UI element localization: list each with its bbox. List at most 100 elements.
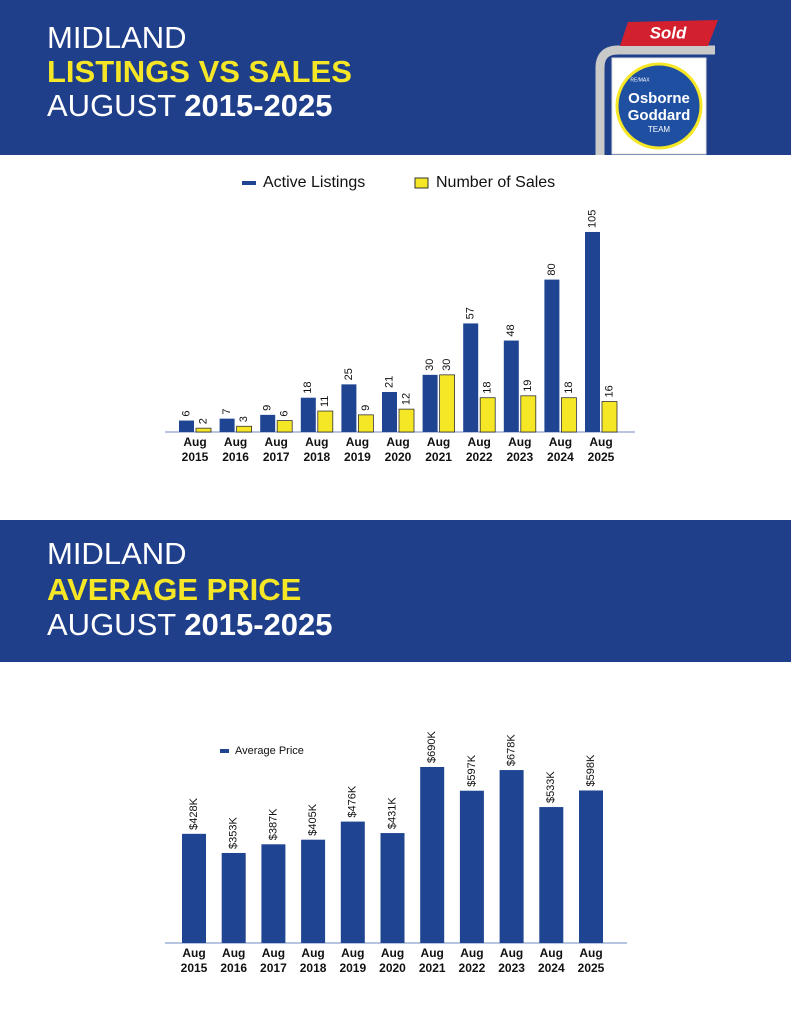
x-tick-label: 2017 [260, 961, 287, 975]
x-tick-label: 2020 [385, 450, 412, 464]
logo-circle [615, 62, 703, 150]
bar [539, 807, 564, 943]
data-label: 7 [221, 409, 233, 415]
x-tick-label: Aug [540, 946, 563, 960]
x-tick-label: 2019 [344, 450, 371, 464]
x-tick-label: 2024 [547, 450, 574, 464]
bar [357, 414, 374, 433]
bar [520, 395, 537, 433]
bar [340, 821, 365, 943]
bar [221, 852, 246, 943]
data-label: 16 [603, 385, 615, 397]
x-tick-label: 2025 [588, 450, 615, 464]
bar [380, 833, 405, 943]
x-tick-label: Aug [262, 946, 285, 960]
bar [544, 279, 560, 432]
x-tick-label: Aug [589, 435, 612, 449]
period: AUGUST [47, 88, 176, 123]
x-tick-label: Aug [500, 946, 523, 960]
x-tick-label: Aug [183, 435, 206, 449]
data-label: 6 [279, 410, 291, 416]
sold-sign [620, 20, 718, 46]
x-tick-label: Aug [508, 435, 531, 449]
bar [179, 420, 194, 432]
bar [260, 414, 276, 432]
bar [341, 384, 357, 432]
brand: RE/MAX [630, 77, 650, 83]
x-tick-label: Aug [265, 435, 288, 449]
data-label: 80 [546, 263, 558, 275]
data-label: 18 [563, 381, 575, 393]
years: 2015-2025 [184, 607, 332, 642]
bar [503, 340, 519, 432]
data-label: 25 [343, 368, 355, 380]
x-tick-label: Aug [222, 946, 245, 960]
x-tick-label: 2022 [459, 961, 486, 975]
data-label: 19 [522, 380, 534, 392]
bar [579, 790, 603, 943]
legend-label: Active Listings [263, 174, 365, 191]
data-label: $533K [545, 771, 557, 803]
legend-label: Number of Sales [436, 174, 555, 191]
bar [195, 427, 212, 433]
title-highlight: LISTINGS VS SALES [47, 54, 352, 89]
bar [601, 401, 618, 433]
title-line: MIDLAND [47, 536, 187, 571]
data-label: $476K [347, 785, 359, 817]
x-tick-label: Aug [301, 946, 324, 960]
data-label: $598K [585, 754, 597, 786]
x-tick-label: Aug [341, 946, 364, 960]
x-tick-label: Aug [381, 946, 404, 960]
bar [499, 770, 524, 943]
data-label: 12 [400, 393, 412, 405]
years: 2015-2025 [184, 88, 332, 123]
sign-post [595, 45, 715, 155]
data-label: 9 [262, 405, 274, 411]
x-tick-label: 2015 [181, 961, 208, 975]
x-tick-label: 2016 [220, 961, 247, 975]
x-tick-label: 2021 [419, 961, 446, 975]
x-tick-label: Aug [182, 946, 205, 960]
bar [585, 231, 600, 432]
legend-swatch [414, 177, 429, 189]
data-label: $387K [267, 808, 279, 840]
x-tick-label: Aug [421, 946, 444, 960]
x-tick-label: 2024 [538, 961, 565, 975]
x-tick-label: 2023 [498, 961, 525, 975]
bar [300, 397, 316, 432]
title-line: MIDLAND [47, 20, 187, 55]
x-tick-label: 2019 [339, 961, 366, 975]
data-label: $431K [386, 797, 398, 829]
x-tick-label: 2017 [263, 450, 290, 464]
data-label: $428K [188, 797, 200, 829]
bar [182, 833, 206, 943]
data-label: 30 [424, 359, 436, 371]
x-tick-label: Aug [305, 435, 328, 449]
bar [479, 397, 496, 433]
banner [0, 520, 791, 662]
data-label: 105 [586, 210, 598, 228]
x-tick-label: Aug [427, 435, 450, 449]
data-label: $690K [426, 731, 438, 763]
x-tick-label: 2021 [425, 450, 452, 464]
bar [459, 790, 484, 943]
data-label: 18 [482, 381, 494, 393]
x-tick-label: 2018 [303, 450, 330, 464]
bar [301, 839, 326, 943]
title-period: AUGUST 2015-2025 [47, 88, 333, 123]
x-tick-label: 2016 [222, 450, 249, 464]
bar [463, 323, 479, 432]
data-label: 18 [302, 381, 314, 393]
bar [261, 844, 286, 943]
sold-text: Sold [650, 23, 687, 42]
logo-name: Osborne [628, 90, 690, 107]
bar [561, 397, 577, 433]
period: AUGUST [47, 607, 176, 642]
x-tick-label: Aug [224, 435, 247, 449]
data-label: 6 [180, 410, 192, 416]
data-label: $405K [307, 803, 319, 835]
title-highlight: AVERAGE PRICE [47, 572, 301, 607]
legend-label: Average Price [235, 745, 304, 757]
data-label: 3 [238, 416, 250, 422]
data-label: 21 [383, 376, 395, 388]
